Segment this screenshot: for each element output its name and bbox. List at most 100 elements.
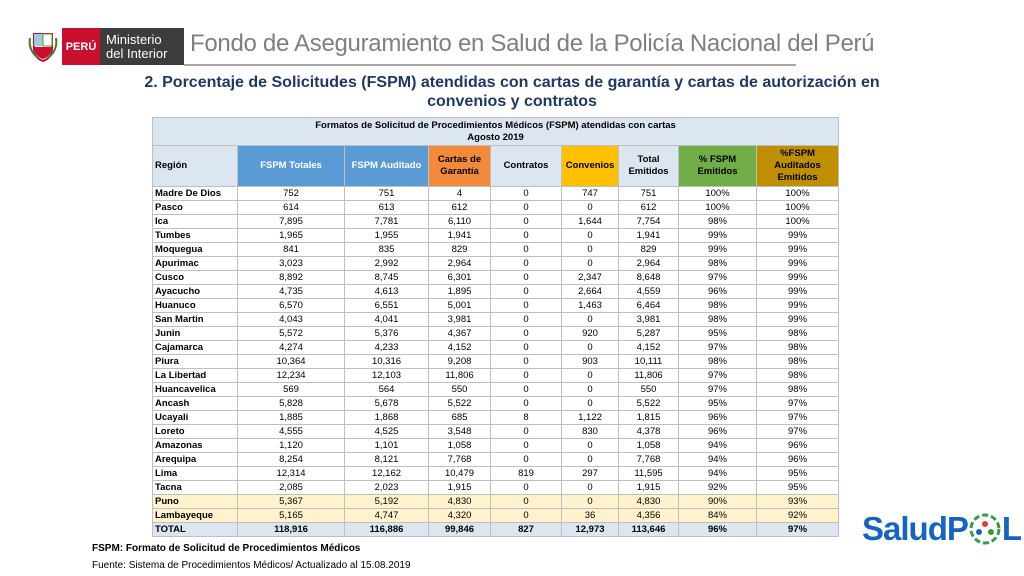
table-cell: Ayacucho	[152, 284, 238, 299]
table-cell: 12,314	[237, 466, 345, 481]
column-header: Contratos	[490, 145, 562, 187]
table-cell: 5,001	[428, 298, 491, 313]
table-cell: 6,464	[618, 298, 679, 313]
table-cell: 8,121	[344, 452, 429, 467]
table-cell: 99%	[755, 242, 840, 257]
table-cell: 95%	[755, 480, 840, 495]
table-cell: 11,806	[618, 368, 679, 383]
table-row: Tacna 2,085 2,023 1,915 0 0 1,915 92% 95%	[152, 480, 840, 495]
footnote: Fuente: Sistema de Procedimientos Médico…	[92, 560, 411, 571]
footnote: FSPM: Formato de Solicitud de Procedimie…	[92, 543, 361, 554]
table-cell: Lambayeque	[152, 508, 238, 523]
table-cell: 4,041	[344, 312, 429, 327]
ministry-line: del Interior	[106, 45, 168, 61]
table-cell: Ica	[152, 214, 238, 229]
table-cell: 835	[344, 242, 429, 257]
table-cell: 96%	[678, 284, 757, 299]
table-cell: 2,992	[344, 256, 429, 271]
table-cell: 920	[561, 326, 619, 341]
table-cell: 97%	[755, 522, 840, 537]
header-row: Región FSPM Totales FSPM Auditado Cartas de…	[152, 145, 840, 187]
table-cell: 98%	[678, 214, 757, 229]
table-cell: 1,895	[428, 284, 491, 299]
table-cell: 4,233	[344, 340, 429, 355]
table-cell: 12,162	[344, 466, 429, 481]
table-cell: 5,192	[344, 494, 429, 509]
table-cell: 569	[237, 382, 345, 397]
table-cell: 98%	[755, 340, 840, 355]
table-cell: 5,376	[344, 326, 429, 341]
table-cell: 2,964	[428, 256, 491, 271]
table-cell: 612	[428, 200, 491, 215]
table-row: Junin 5,572 5,376 4,367 0 920 5,287 95% 98%	[152, 326, 840, 341]
table-cell: 297	[561, 466, 619, 481]
table-cell: 1,885	[237, 410, 345, 425]
table-cell: 1,815	[618, 410, 679, 425]
table-cell: 0	[490, 396, 562, 411]
table-cell: 4,152	[428, 340, 491, 355]
table-cell: 1,941	[428, 228, 491, 243]
table-cell: 0	[490, 228, 562, 243]
table-cell: Ancash	[152, 396, 238, 411]
table-row: Madre De Dios 752 751 4 0 747 751 100% 100%	[152, 186, 840, 201]
table-cell: 4,043	[237, 312, 345, 327]
table-cell: 0	[490, 368, 562, 383]
table-cell: 4,525	[344, 424, 429, 439]
table-row: Lambayeque 5,165 4,747 4,320 0 36 4,356 84% 92%	[152, 508, 840, 523]
table-cell: 1,941	[618, 228, 679, 243]
table-cell: 0	[561, 494, 619, 509]
table-row: Ucayali 1,885 1,868 685 8 1,122 1,815 96% 97%	[152, 410, 840, 425]
table-cell: Moquegua	[152, 242, 238, 257]
table-cell: 90%	[678, 494, 757, 509]
table-cell: 99,846	[428, 522, 491, 537]
table-cell: 98%	[678, 312, 757, 327]
table-cell: 0	[490, 508, 562, 523]
table-cell: La Libertad	[152, 368, 238, 383]
table-cell: 4,152	[618, 340, 679, 355]
header-rule	[184, 64, 796, 66]
table-cell: 99%	[755, 298, 840, 313]
table-cell: 5,828	[237, 396, 345, 411]
table-cell: 4,613	[344, 284, 429, 299]
table-cell: 0	[490, 452, 562, 467]
table-cell: 0	[490, 326, 562, 341]
table-row: Cajamarca 4,274 4,233 4,152 0 0 4,152 97% 98%	[152, 340, 840, 355]
table-row: Amazonas 1,120 1,101 1,058 0 0 1,058 94% 96%	[152, 438, 840, 453]
table-cell: Arequipa	[152, 452, 238, 467]
table-cell: Madre De Dios	[152, 186, 238, 201]
table-cell: Junin	[152, 326, 238, 341]
table-cell: 1,058	[428, 438, 491, 453]
table-row: Pasco 614 613 612 0 0 612 100% 100%	[152, 200, 840, 215]
table-cell: 0	[561, 228, 619, 243]
table-cell: 1,965	[237, 228, 345, 243]
table-cell: 4,367	[428, 326, 491, 341]
table-cell: 1,101	[344, 438, 429, 453]
table-cell: 97%	[678, 368, 757, 383]
table-cell: 6,570	[237, 298, 345, 313]
table-row: Apurimac 3,023 2,992 2,964 0 0 2,964 98% 99%	[152, 256, 840, 271]
table-cell: 97%	[755, 424, 840, 439]
table-cell: Lima	[152, 466, 238, 481]
table-cell: 2,664	[561, 284, 619, 299]
table-row: San Martin 4,043 4,041 3,981 0 0 3,981 98% 99%	[152, 312, 840, 327]
logo-icon	[969, 513, 1001, 545]
table-cell: 96%	[755, 452, 840, 467]
table-row: Ayacucho 4,735 4,613 1,895 0 2,664 4,559 96% 99%	[152, 284, 840, 299]
table-cell: 10,364	[237, 354, 345, 369]
table-cell: 0	[490, 200, 562, 215]
table-cell: 8,892	[237, 270, 345, 285]
table-cell: 98%	[755, 354, 840, 369]
table-cell: 1,868	[344, 410, 429, 425]
table-cell: 12,973	[561, 522, 619, 537]
table-cell: 99%	[678, 242, 757, 257]
table-cell: 4	[428, 186, 491, 201]
table-cell: 7,768	[618, 452, 679, 467]
table-cell: 93%	[755, 494, 840, 509]
table-cell: 10,111	[618, 354, 679, 369]
table-cell: 1,120	[237, 438, 345, 453]
table-cell: Cusco	[152, 270, 238, 285]
table-cell: 4,830	[618, 494, 679, 509]
table-cell: Apurimac	[152, 256, 238, 271]
table-cell: 564	[344, 382, 429, 397]
table-cell: 0	[490, 480, 562, 495]
